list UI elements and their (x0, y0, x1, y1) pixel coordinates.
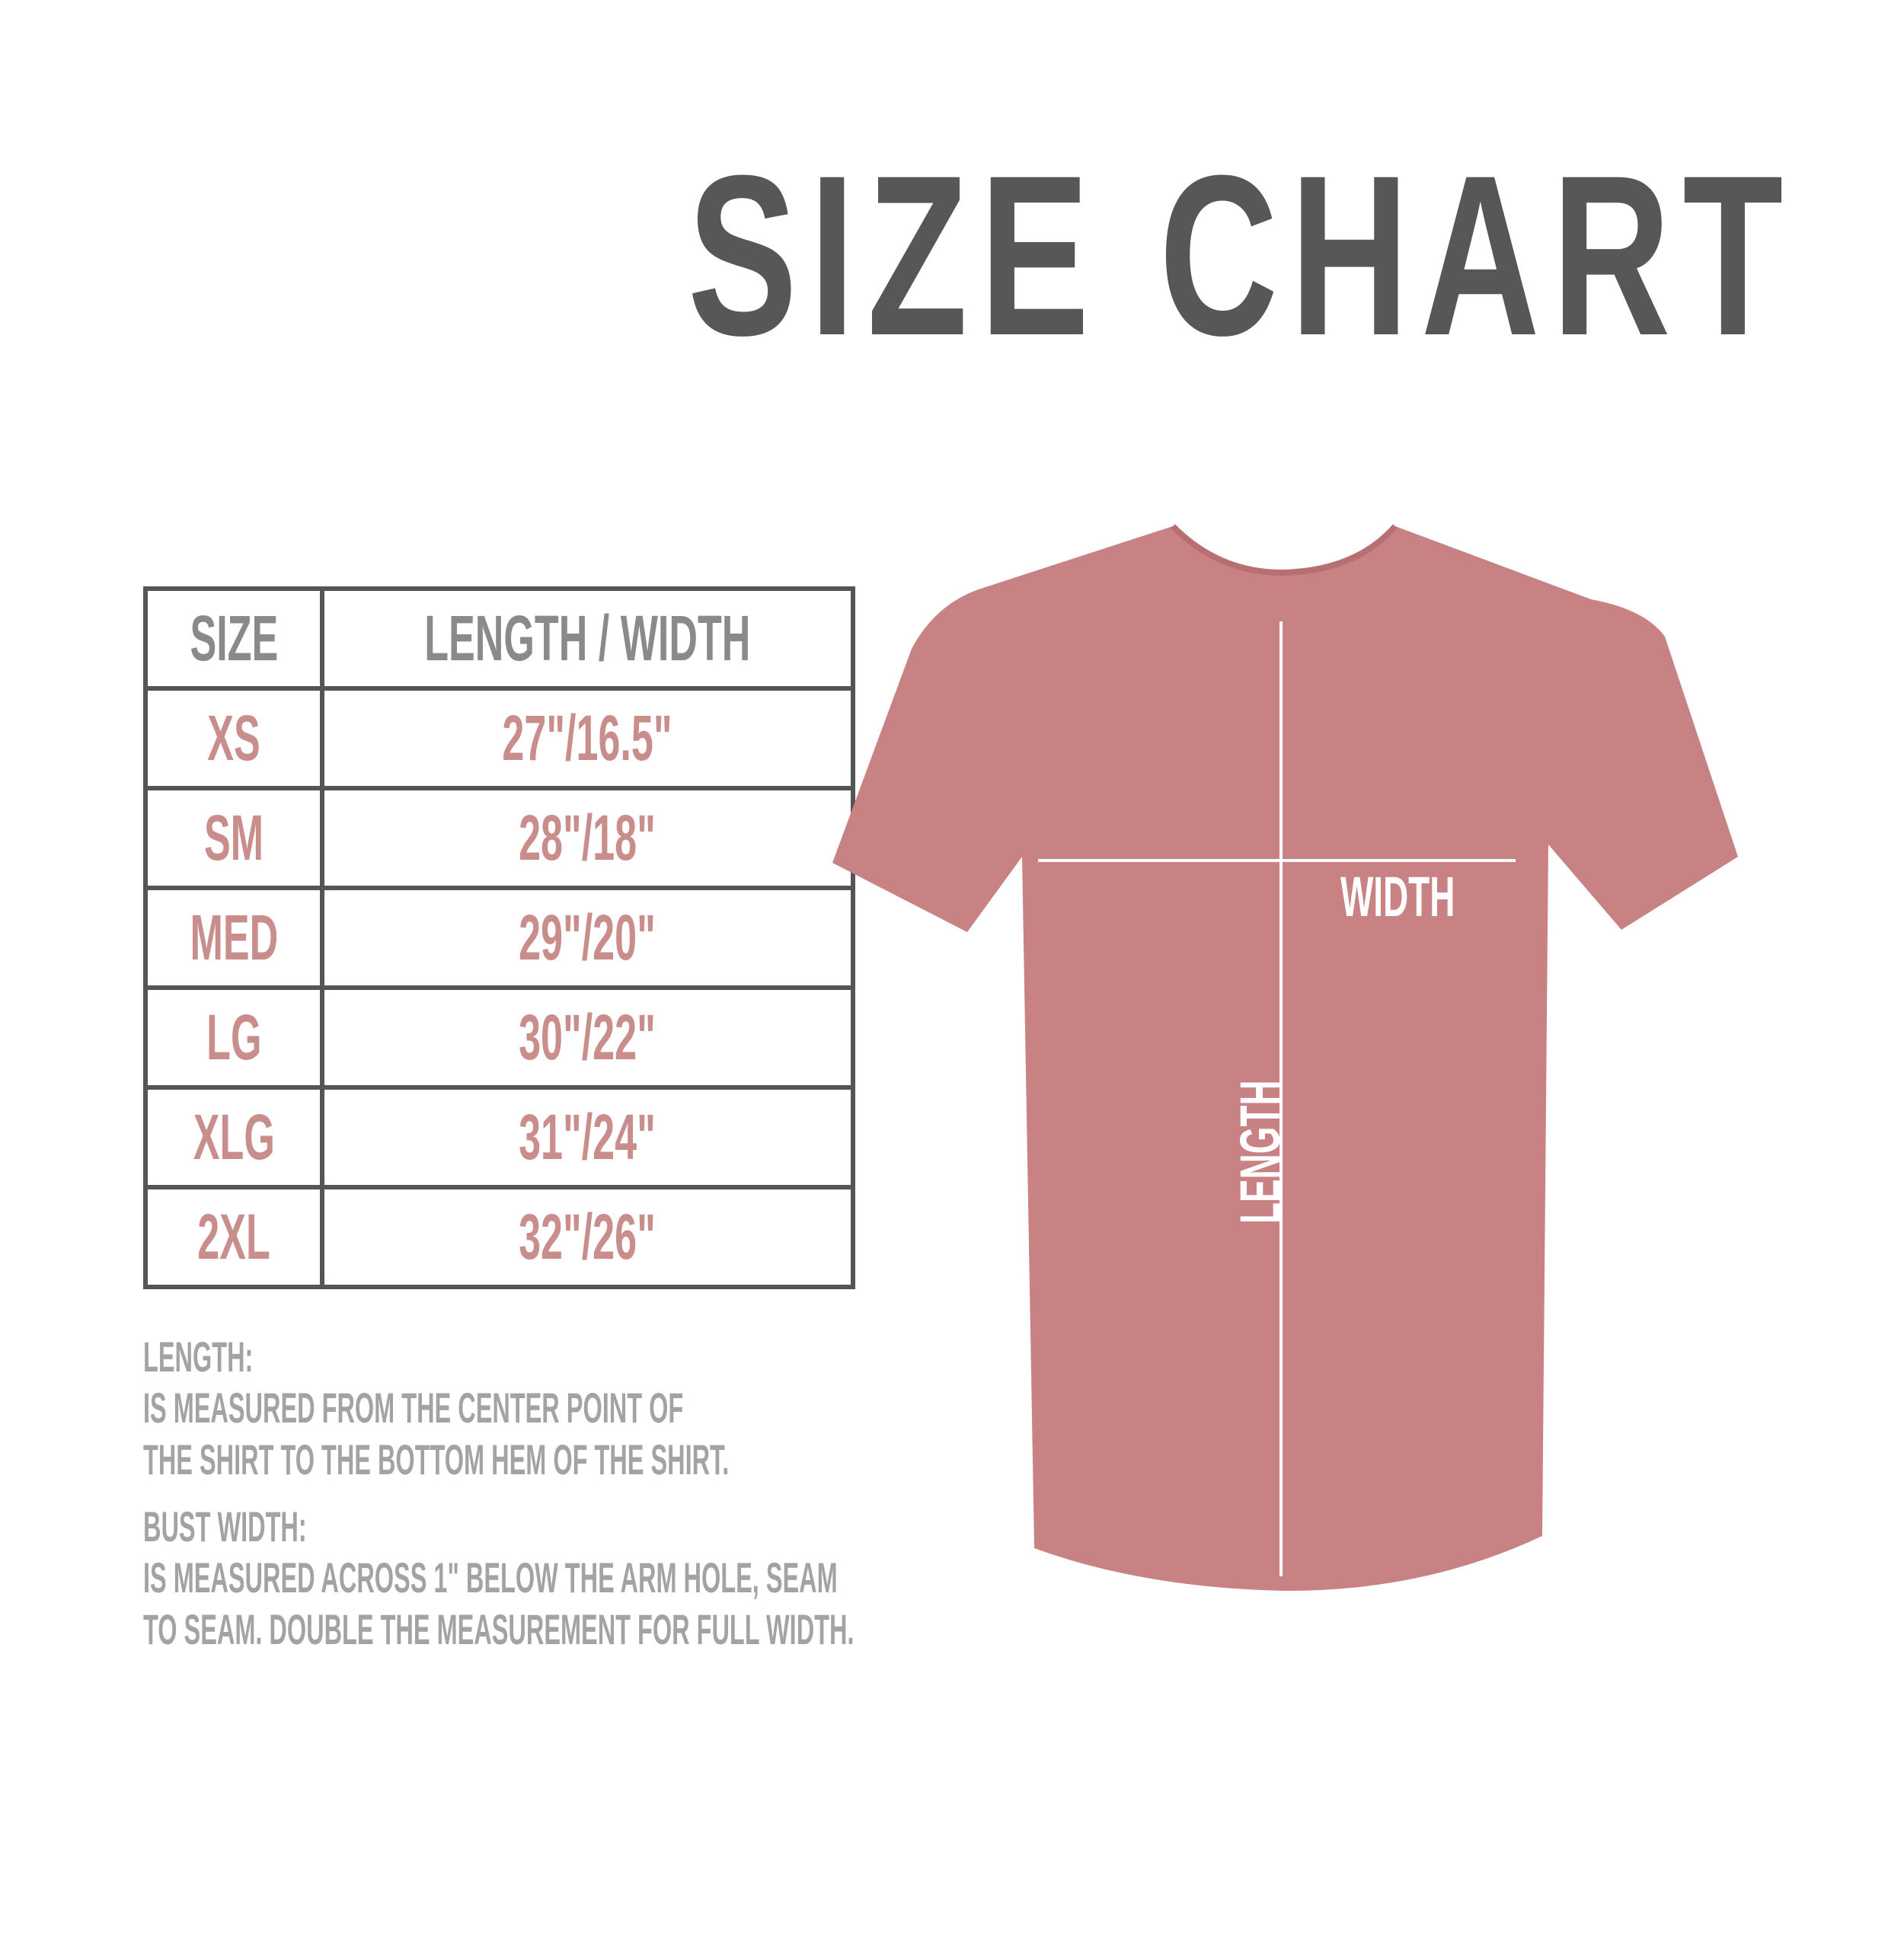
length-note-line: THE SHIRT TO THE BOTTOM HEM OF THE SHIRT… (143, 1435, 730, 1483)
table-row: SM 28"/18" (143, 786, 855, 890)
measure-cell: 30"/22" (320, 985, 855, 1090)
length-note-label: LENGTH: (143, 1333, 254, 1381)
header-length-width: LENGTH / WIDTH (320, 586, 855, 691)
title-text: SIZE CHART (687, 127, 1796, 383)
tshirt-shape (832, 526, 1738, 1592)
size-table: SIZE LENGTH / WIDTH XS 27"/16.5" SM 28"/18… (143, 586, 855, 1289)
measure-cell: 29"/20" (320, 886, 855, 990)
measure-cell: 31"/24" (320, 1085, 855, 1189)
size-cell: 2XL (143, 1185, 324, 1289)
size-cell: LG (143, 985, 324, 1090)
length-note-line: IS MEASURED FROM THE CENTER POINT OF (143, 1384, 684, 1432)
width-note-line: TO SEAM. DOUBLE THE MEASUREMENT FOR FULL… (143, 1605, 855, 1653)
table-header: SIZE LENGTH / WIDTH (143, 586, 855, 691)
length-label: LENGTH (1228, 1080, 1292, 1224)
size-cell: XS (143, 686, 324, 790)
measure-cell: 27"/16.5" (320, 686, 855, 790)
table-row: 2XL 32"/26" (143, 1185, 855, 1289)
measure-cell: 32"/26" (320, 1185, 855, 1289)
width-note-label: BUST WIDTH: (143, 1502, 307, 1550)
size-cell: MED (143, 886, 324, 990)
size-cell: XLG (143, 1085, 324, 1189)
table-row: MED 29"/20" (143, 886, 855, 990)
size-cell: SM (143, 786, 324, 890)
header-size: SIZE (143, 586, 324, 691)
width-note-line: IS MEASURED ACROSS 1" BELOW THE ARM HOLE… (143, 1553, 838, 1601)
width-label: WIDTH (1340, 865, 1455, 928)
tshirt-collar (1171, 524, 1398, 576)
table-row: XLG 31"/24" (143, 1085, 855, 1189)
measure-cell: 28"/18" (320, 786, 855, 890)
table-row: XS 27"/16.5" (143, 686, 855, 790)
table-row: LG 30"/22" (143, 985, 855, 1090)
page-title: SIZE CHART (472, 141, 1784, 369)
